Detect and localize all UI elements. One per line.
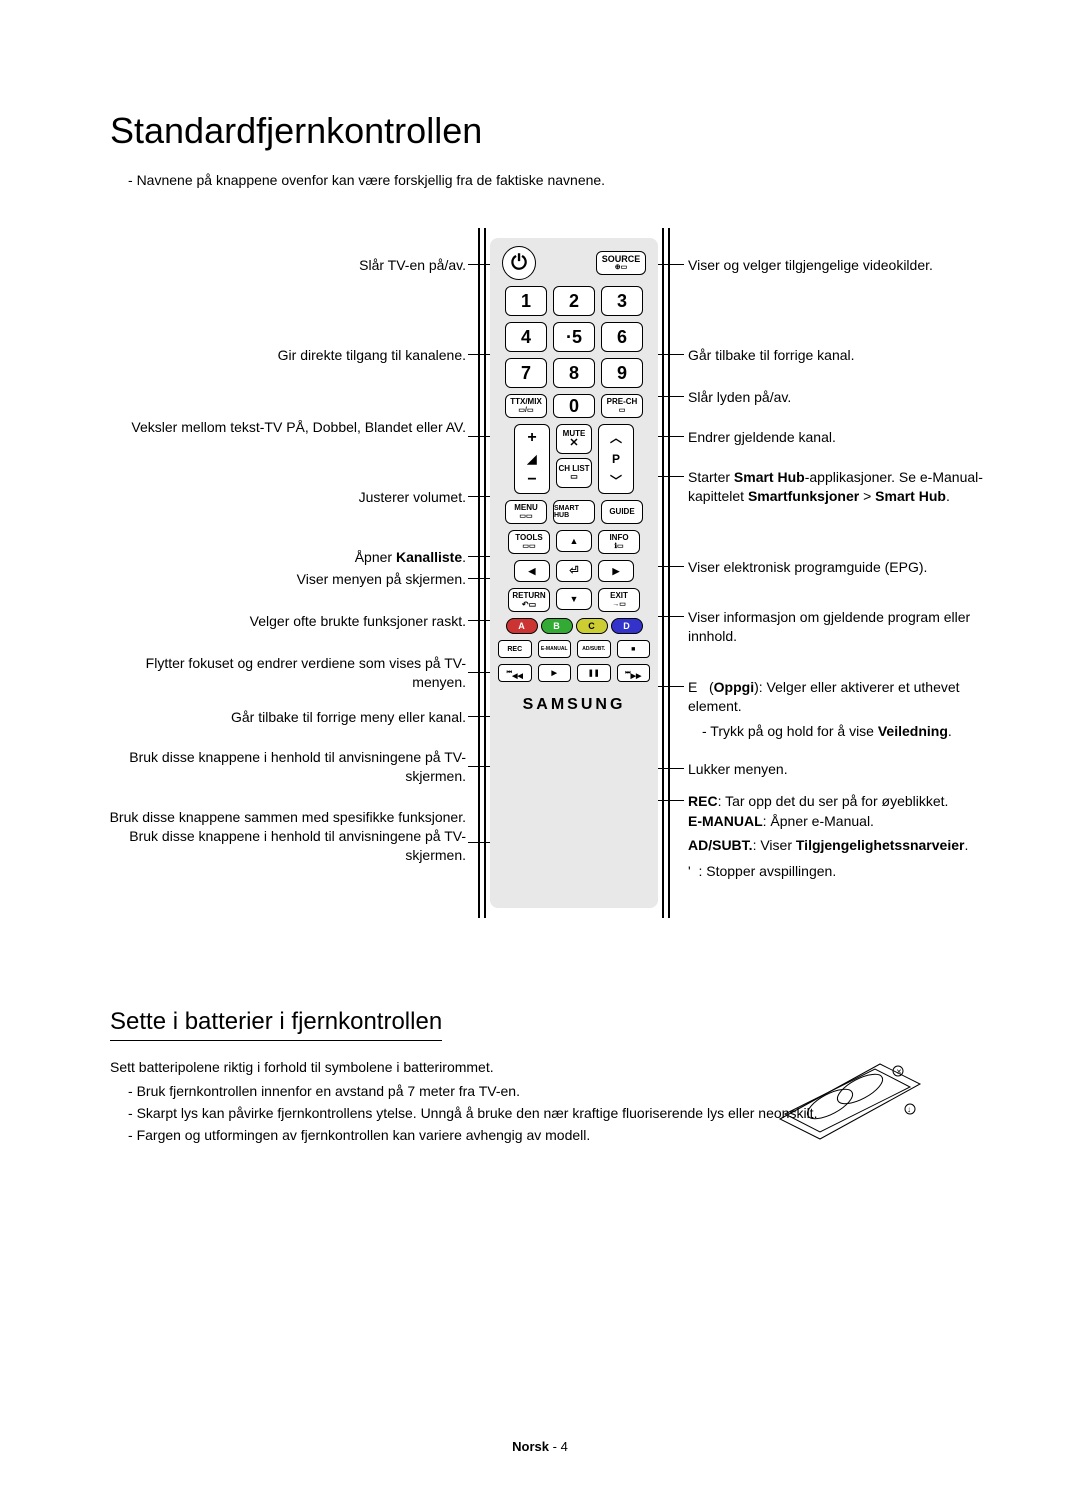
num-9: 9 <box>601 358 643 388</box>
emanual-button: E-MANUAL <box>538 640 572 658</box>
battery-heading: Sette i batterier i fjernkontrollen <box>110 1008 442 1041</box>
prech-button: PRE-CH▭ <box>601 394 643 418</box>
callout-left: Justerer volumet. <box>106 488 466 507</box>
page-title: Standardfjernkontrollen <box>110 110 970 152</box>
battery-figure: ✕ ↓ <box>770 1049 930 1149</box>
num-2: 2 <box>553 286 595 316</box>
samsung-logo: SAMSUNG <box>498 696 650 714</box>
num-6: 6 <box>601 322 643 352</box>
num-0: 0 <box>553 394 595 418</box>
page-footer: Norsk - 4 <box>0 1439 1080 1454</box>
callout-left: Slår TV-en på/av. <box>106 256 466 275</box>
callout-right: Går tilbake til forrige kanal. <box>688 346 988 365</box>
nav-down: ▼ <box>556 588 592 610</box>
callout-right: Slår lyden på/av. <box>688 388 988 407</box>
source-button: SOURCE⊕▭ <box>596 251 646 275</box>
callout-left: Veksler mellom tekst-TV PÅ, Dobbel, Blan… <box>106 418 466 437</box>
nav-left: ◀ <box>514 560 550 582</box>
num-7: 7 <box>505 358 547 388</box>
callout-right: Viser informasjon om gjeldende program e… <box>688 608 988 646</box>
color-b: B <box>541 618 573 634</box>
callout-left: Bruk disse knappene i henhold til anvisn… <box>106 748 466 786</box>
callout-left: Går tilbake til forrige meny eller kanal… <box>106 708 466 727</box>
num-3: 3 <box>601 286 643 316</box>
callout-right: ' : Stopper avspillingen. <box>688 862 988 881</box>
return-button: RETURN↶▭ <box>508 588 550 612</box>
exit-button: EXIT→▭ <box>598 588 640 612</box>
pause-button: ❚❚ <box>577 664 611 682</box>
callout-left: Åpner Kanalliste. <box>106 548 466 567</box>
battery-section: Sette i batterier i fjernkontrollen Sett… <box>110 1008 970 1143</box>
callout-right: E (Oppgi): Velger eller aktiverer et uth… <box>688 678 988 741</box>
stop-button: ■ <box>617 640 651 658</box>
forward-button: ⏭▶▶ <box>617 664 651 682</box>
color-c: C <box>576 618 608 634</box>
color-d: D <box>611 618 643 634</box>
adsubt-button: AD/SUBT. <box>577 640 611 658</box>
callout-left: Gir direkte tilgang til kanalene. <box>106 346 466 365</box>
ttx-button: TTX/MIX▭/▭ <box>505 394 547 418</box>
tools-button: TOOLS▭▭ <box>508 530 550 554</box>
callout-left: Bruk disse knappene sammen med spesifikk… <box>106 808 466 865</box>
rec-button: REC <box>498 640 532 658</box>
power-button: ⏻ <box>502 246 536 280</box>
nav-right: ▶ <box>598 560 634 582</box>
callout-left: Flytter fokuset og endrer verdiene som v… <box>106 654 466 692</box>
num-4: 4 <box>505 322 547 352</box>
svg-text:↓: ↓ <box>907 1105 911 1114</box>
rewind-button: ⏮◀◀ <box>498 664 532 682</box>
svg-text:✕: ✕ <box>896 1069 902 1076</box>
guide-button: GUIDE <box>601 500 643 524</box>
callout-left: Velger ofte brukte funksjoner raskt. <box>106 612 466 631</box>
remote-body: ⏻ SOURCE⊕▭ 123 4·56 789 TTX/MIX▭/▭ 0 PRE… <box>490 238 658 908</box>
color-a: A <box>506 618 538 634</box>
num-8: 8 <box>553 358 595 388</box>
mute-button: MUTE✕ <box>556 424 592 454</box>
smarthub-button: SMART HUB <box>553 500 595 524</box>
top-note: Navnene på knappene ovenfor kan være for… <box>128 172 970 188</box>
num-1: 1 <box>505 286 547 316</box>
channel-rocker: ︿P﹀ <box>598 424 634 494</box>
chlist-button: CH LIST▭ <box>556 458 592 488</box>
callout-right: Starter Smart Hub-applikasjoner. Se e-Ma… <box>688 468 988 506</box>
nav-up: ▲ <box>556 530 592 552</box>
callout-right: REC: Tar opp det du ser på for øyeblikke… <box>688 792 988 811</box>
callout-right: Endrer gjeldende kanal. <box>688 428 988 447</box>
callout-right: E-MANUAL: Åpner e-Manual. <box>688 812 988 831</box>
callout-right: Viser og velger tilgjengelige videokilde… <box>688 256 988 275</box>
play-button: ▶ <box>538 664 572 682</box>
volume-rocker: +◢− <box>514 424 550 494</box>
callout-right: Lukker menyen. <box>688 760 988 779</box>
menu-button: MENU▭▭ <box>505 500 547 524</box>
nav-enter: ⏎ <box>556 560 592 582</box>
info-button: INFOℹ▭ <box>598 530 640 554</box>
callout-right: Viser elektronisk programguide (EPG). <box>688 558 988 577</box>
callout-right: AD/SUBT.: Viser Tilgjengelighetssnarveie… <box>688 836 988 855</box>
callout-left: Viser menyen på skjermen. <box>106 570 466 589</box>
remote-diagram: ⏻ SOURCE⊕▭ 123 4·56 789 TTX/MIX▭/▭ 0 PRE… <box>110 228 970 948</box>
num-5: ·5 <box>553 322 595 352</box>
